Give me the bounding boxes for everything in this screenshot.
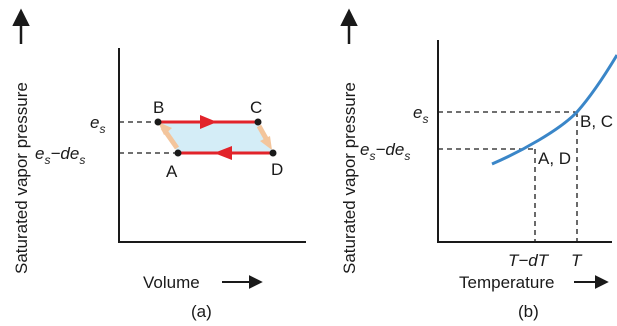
panel-b-level-high: es <box>413 103 428 126</box>
panel-b-caption: (b) <box>518 302 539 321</box>
panel-b-tick-high: T <box>571 251 583 270</box>
panel-b: Saturated vapor pressure es es−des B, C … <box>340 8 617 321</box>
panel-a-cycle-fill <box>158 122 273 153</box>
panel-a-arrowhead-b-to-a <box>158 122 172 135</box>
panel-b-xlabel: Temperature <box>459 273 554 292</box>
panel-a-point-b <box>154 118 162 126</box>
panel-b-level-low: es−des <box>360 140 410 163</box>
panel-b-ylabel: Saturated vapor pressure <box>340 82 359 274</box>
panel-a-label-c: C <box>250 98 262 117</box>
panel-a-point-c <box>254 118 262 126</box>
panel-a-arrowhead-b-c <box>200 115 217 129</box>
panel-a-label-d: D <box>271 160 283 179</box>
panel-a-ylabel: Saturated vapor pressure <box>12 82 31 274</box>
panel-a-label-a: A <box>166 162 178 181</box>
panel-a-caption: (a) <box>191 302 212 321</box>
panel-a-level-high: es <box>90 113 105 136</box>
panel-a-level-low: es−des <box>35 144 85 167</box>
panel-a-arrowhead-d-a <box>214 146 232 160</box>
panel-a-label-b: B <box>153 98 164 117</box>
panel-b-curve <box>491 54 617 166</box>
panel-b-label-ad: A, D <box>538 149 571 168</box>
panel-a-point-d <box>269 149 277 157</box>
panel-a-xlabel: Volume <box>143 273 200 292</box>
panel-a: Saturated vapor pressure es es−des <box>12 8 306 321</box>
panel-b-tick-low: T−dT <box>508 251 550 270</box>
panel-a-point-a <box>174 149 182 157</box>
panel-a-arrowhead-c-to-d <box>260 136 272 150</box>
panel-b-label-bc: B, C <box>580 112 613 131</box>
